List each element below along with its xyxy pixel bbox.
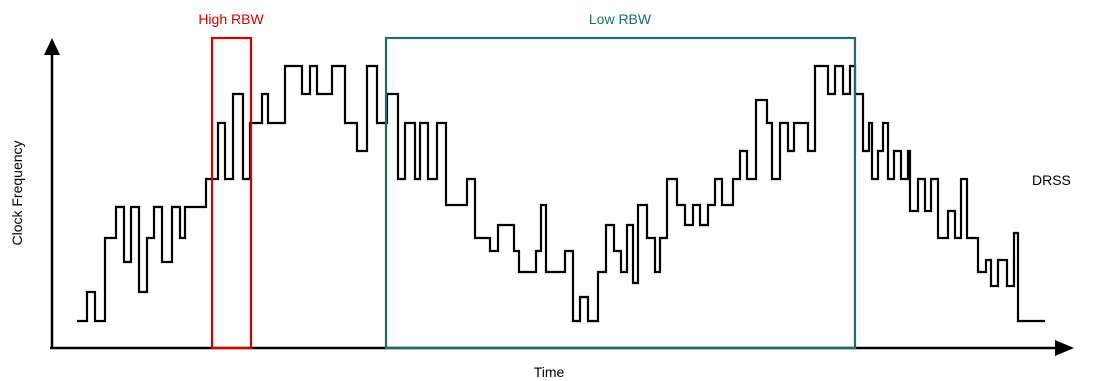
x-axis-arrow-icon [1055, 340, 1074, 356]
high-rbw-window [210, 36, 253, 350]
x-axis-label: Time [534, 364, 565, 380]
signal-name-label: DRSS [1032, 172, 1071, 188]
y-axis-label: Clock Frequency [9, 140, 25, 245]
low-rbw-label: Low RBW [589, 11, 652, 27]
low-rbw-window [384, 36, 857, 350]
high-rbw-label: High RBW [198, 11, 264, 27]
y-axis-arrow-icon [44, 38, 60, 55]
drss-signal-trace [77, 64, 1045, 323]
